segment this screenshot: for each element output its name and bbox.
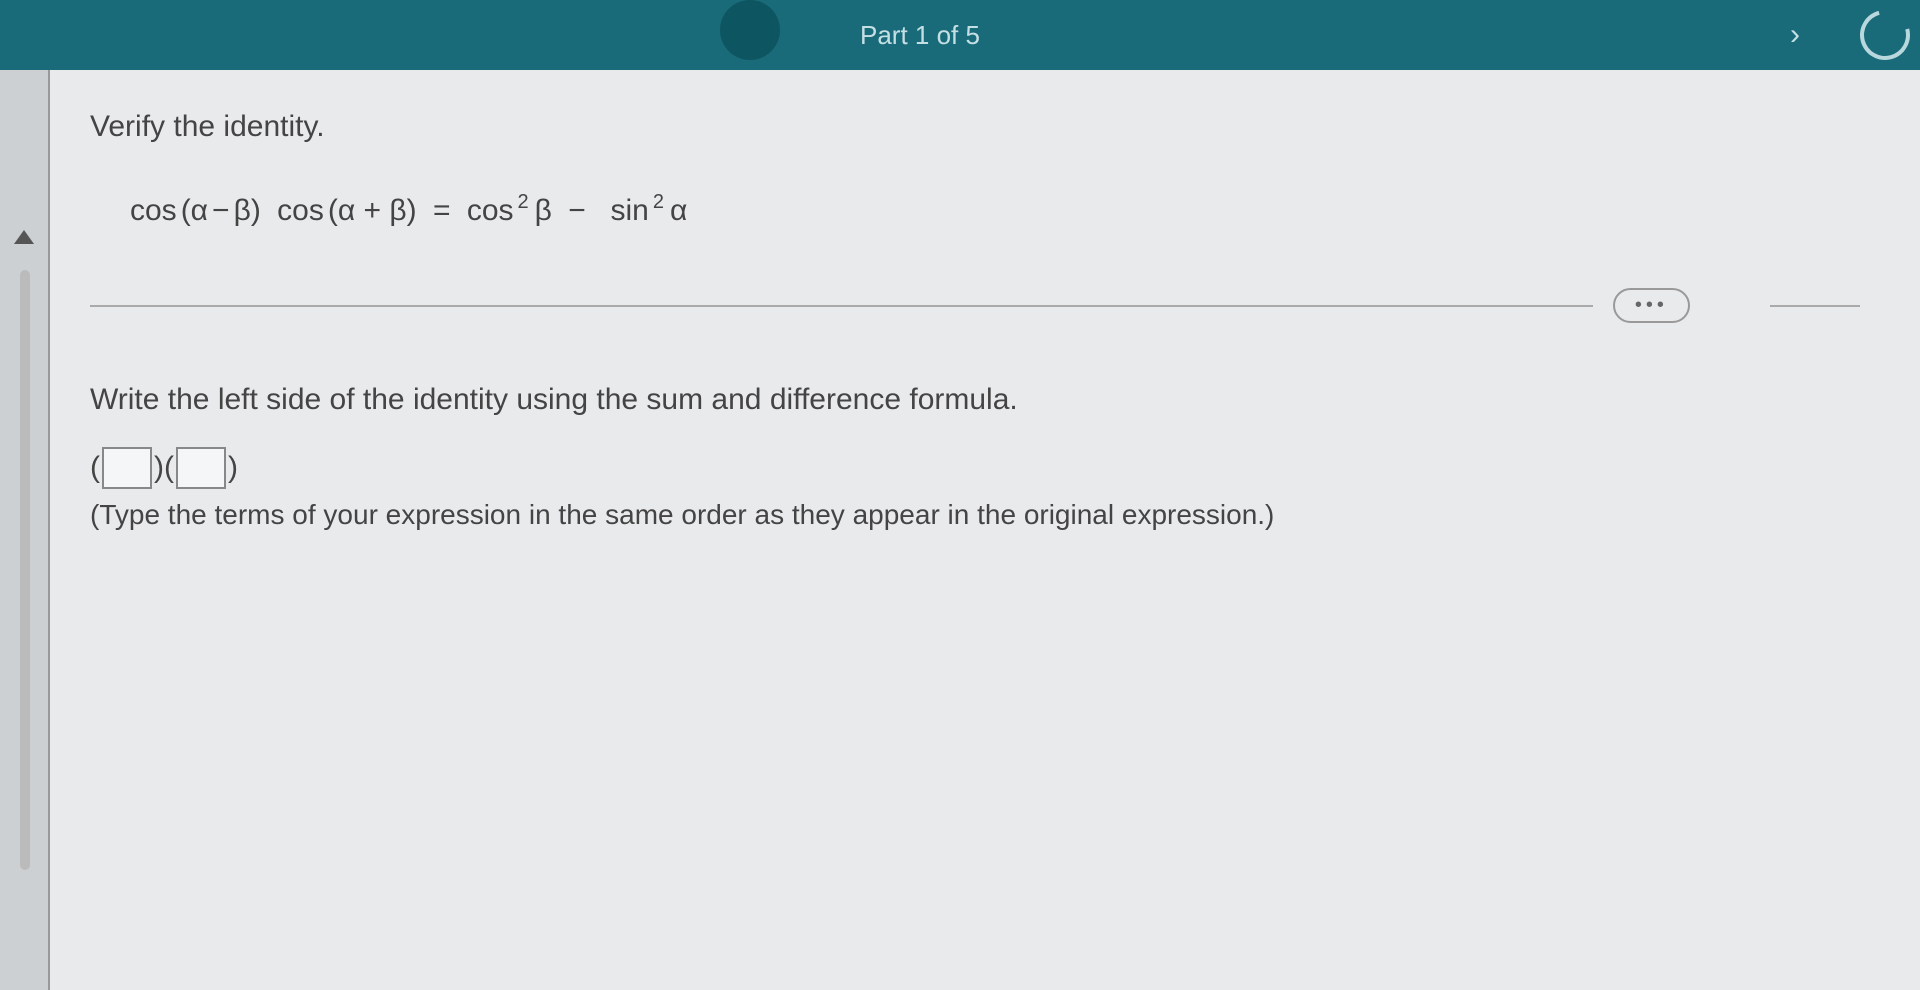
left-sidebar	[0, 70, 50, 990]
eq-cos2: cos	[277, 194, 324, 228]
eq-cos1: cos	[130, 194, 177, 228]
eq-rhs-cos: cos	[467, 194, 514, 228]
hint-text: (Type the terms of your expression in th…	[90, 499, 1860, 531]
eq-sup-2a: 2	[518, 191, 529, 214]
answer-input-row: ( )( )	[90, 447, 1860, 489]
divider-line	[90, 305, 1593, 307]
eq-rhs-minus: −	[568, 194, 586, 228]
scroll-up-icon[interactable]	[14, 230, 34, 244]
header-bar: Part 1 of 5 ›	[0, 0, 1920, 70]
more-button[interactable]: •••	[1613, 288, 1690, 323]
paren-mid: )(	[154, 451, 174, 485]
prev-button[interactable]	[720, 0, 780, 60]
eq-paren1: (α	[181, 194, 208, 228]
question-prompt: Verify the identity.	[90, 110, 1860, 144]
eq-beta1: β)	[234, 194, 261, 228]
paren-close-2: )	[228, 451, 238, 485]
next-button[interactable]: ›	[1790, 18, 1800, 52]
divider-line-right	[1770, 305, 1860, 307]
instruction-text: Write the left side of the identity usin…	[90, 383, 1860, 417]
eq-rhs-sin: sin	[610, 194, 648, 228]
eq-minus1: −	[212, 194, 230, 228]
identity-equation: cos (α − β) cos (α + β) = cos 2 β − sin …	[130, 194, 1860, 228]
eq-rhs-beta: β	[535, 194, 552, 228]
content-area: Verify the identity. cos (α − β) cos (α …	[50, 70, 1920, 990]
scroll-track[interactable]	[20, 270, 30, 870]
part-indicator: Part 1 of 5	[860, 20, 980, 51]
eq-equals: =	[433, 194, 451, 228]
eq-paren2: (α + β)	[328, 194, 417, 228]
eq-sup-2b: 2	[653, 191, 664, 214]
answer-input-2[interactable]	[176, 447, 226, 489]
eq-rhs-alpha: α	[670, 194, 687, 228]
paren-open-1: (	[90, 451, 100, 485]
answer-input-1[interactable]	[102, 447, 152, 489]
reset-icon[interactable]	[1851, 1, 1919, 69]
divider-row: •••	[90, 288, 1860, 323]
